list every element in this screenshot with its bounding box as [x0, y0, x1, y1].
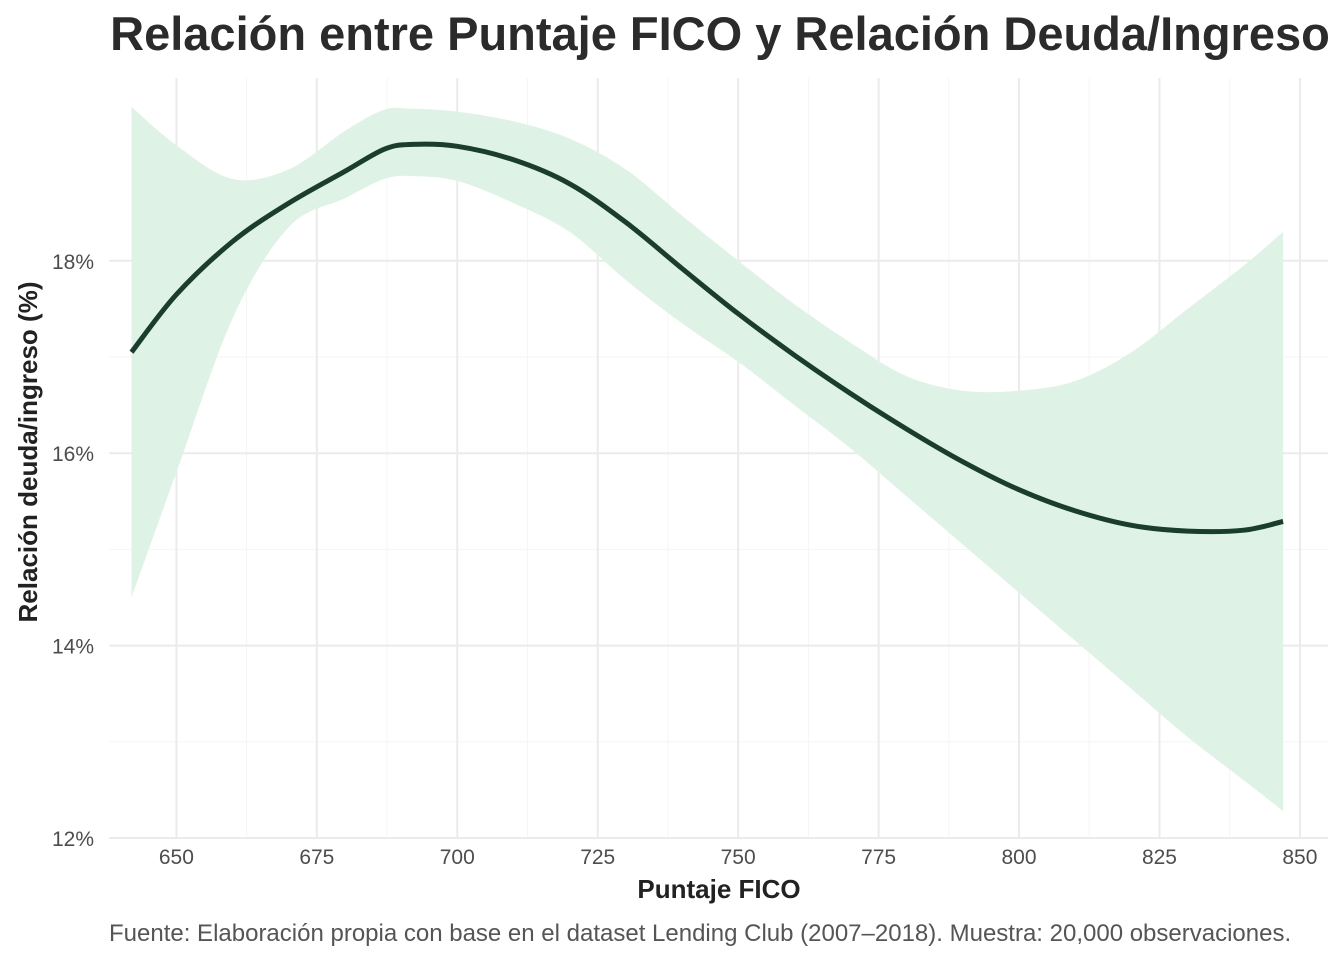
x-tick-label: 775 [861, 846, 896, 869]
x-tick-label: 800 [1002, 846, 1037, 869]
y-tick-labels: 12% 14% 16% 18% [52, 251, 94, 851]
y-tick-label: 18% [52, 251, 94, 274]
chart-title: Relación entre Puntaje FICO y Relación D… [110, 7, 1330, 60]
y-tick-label: 16% [52, 443, 94, 466]
caption: Fuente: Elaboración propia con base en e… [109, 920, 1291, 947]
y-tick-label: 12% [52, 828, 94, 851]
x-tick-label: 675 [299, 846, 334, 869]
y-tick-label: 14% [52, 636, 94, 659]
x-tick-label: 725 [580, 846, 615, 869]
x-tick-labels: 650 675 700 725 750 775 800 825 850 [159, 846, 1318, 869]
x-tick-label: 700 [440, 846, 475, 869]
x-tick-label: 650 [159, 846, 194, 869]
x-tick-label: 825 [1142, 846, 1177, 869]
x-tick-label: 750 [721, 846, 756, 869]
x-axis-title: Puntaje FICO [637, 874, 800, 904]
trend-line [129, 141, 1284, 535]
confidence-band [131, 106, 1284, 812]
x-tick-label: 850 [1282, 846, 1317, 869]
y-axis-title: Relación deuda/ingreso (%) [13, 282, 43, 623]
